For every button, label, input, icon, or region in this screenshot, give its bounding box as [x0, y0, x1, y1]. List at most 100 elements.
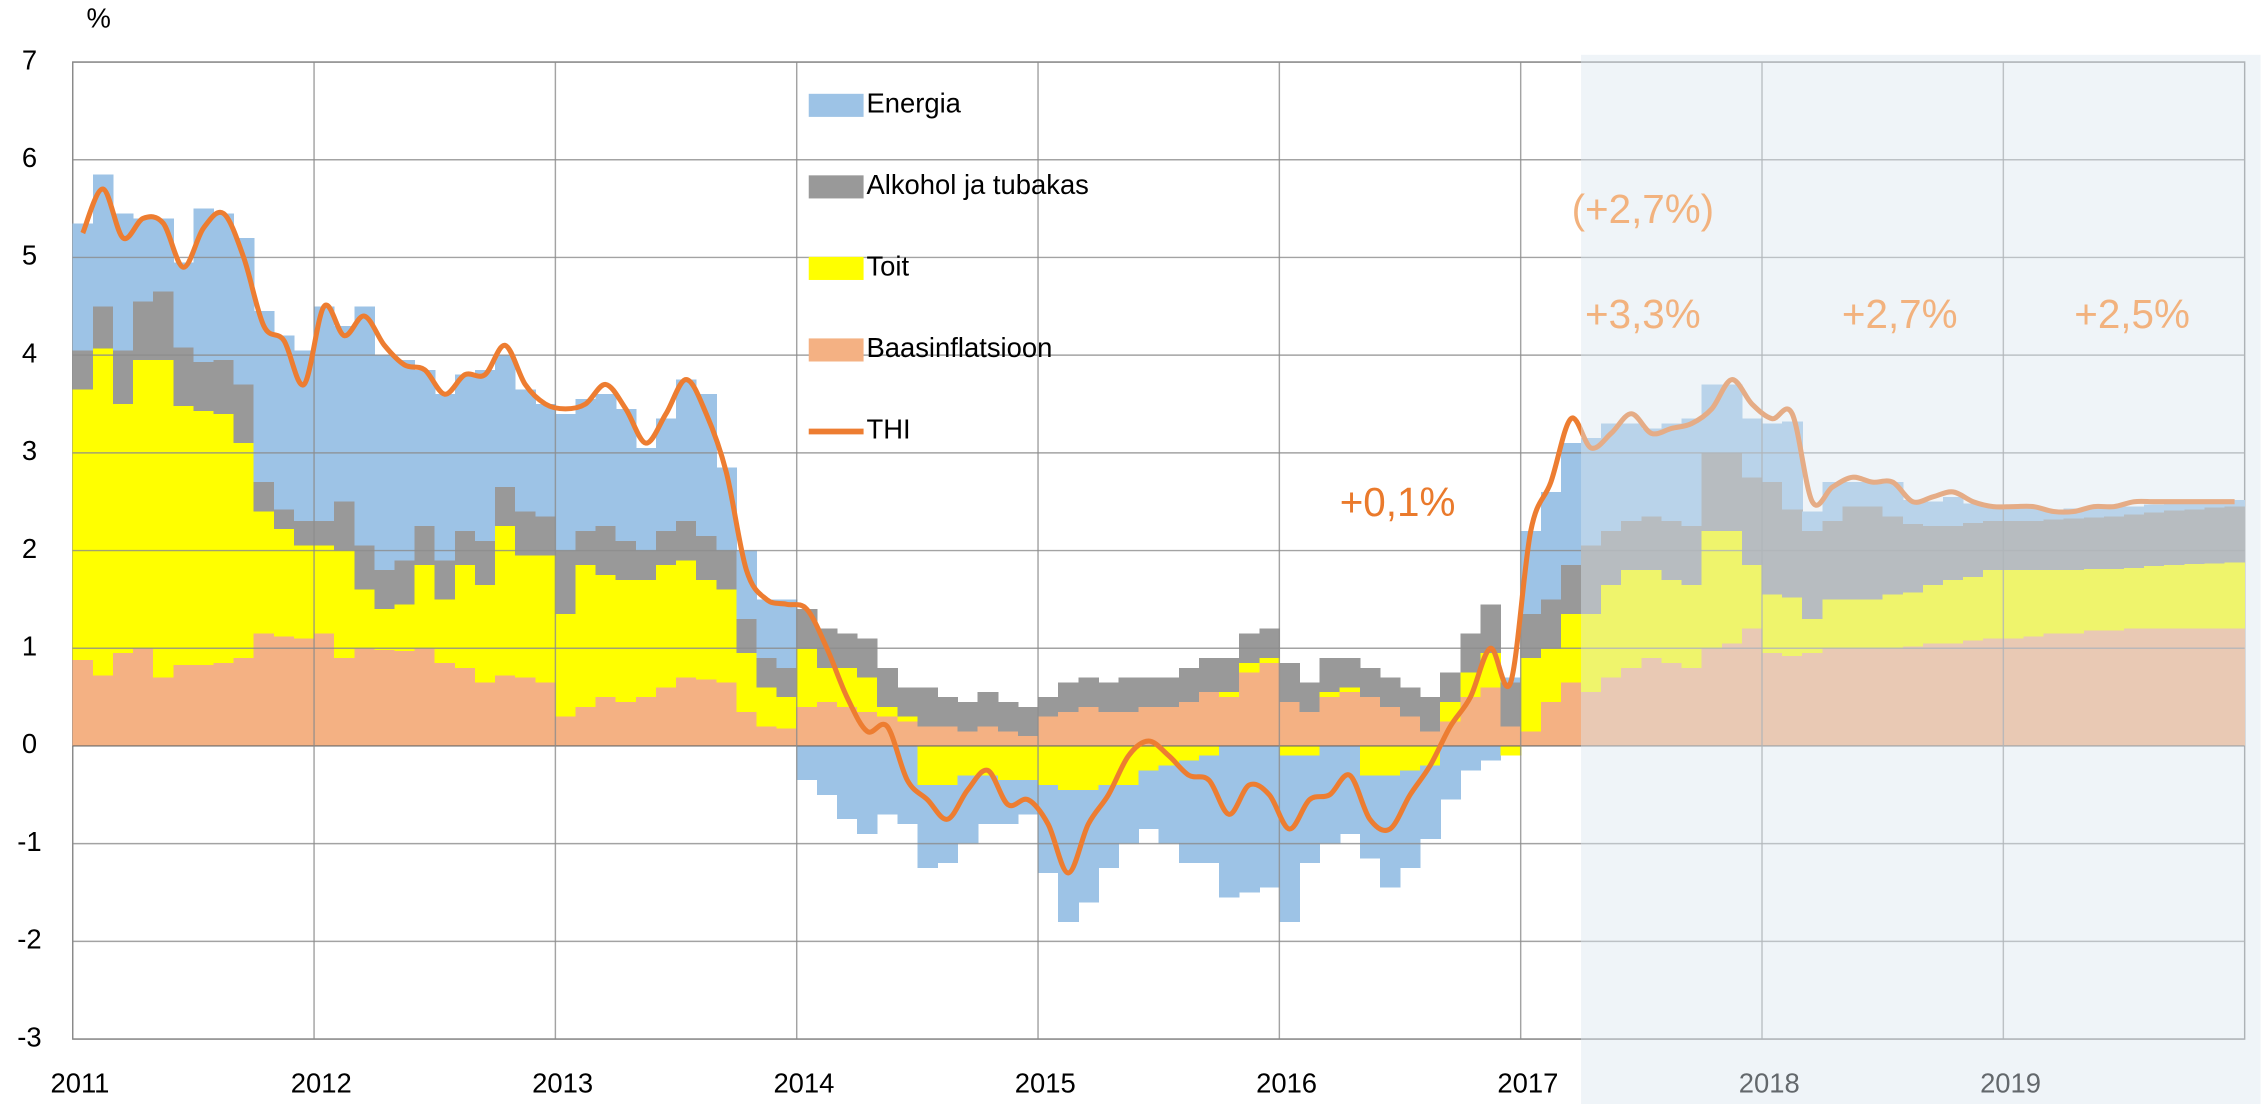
bar-segment [796, 706, 818, 746]
bar-segment [1902, 646, 1924, 746]
bar-segment [1681, 584, 1703, 668]
bar-segment [575, 565, 597, 707]
bar-segment [112, 653, 134, 746]
bar-segment [2164, 510, 2185, 566]
bar-segment [1560, 565, 1582, 615]
bar-segment [796, 648, 818, 707]
bar-segment [133, 360, 154, 649]
bar-segment [575, 706, 597, 746]
bar-segment [1762, 594, 1783, 654]
bar-segment [1842, 506, 1864, 600]
bar-segment [1098, 682, 1120, 712]
bar-segment [273, 335, 295, 510]
bar-segment [1017, 745, 1039, 781]
bar-segment [72, 659, 94, 746]
bar-segment [1058, 711, 1079, 746]
bar-segment [2144, 512, 2165, 567]
bar-segment [495, 487, 516, 527]
bar-segment [1802, 618, 1823, 654]
bar-segment [253, 482, 275, 512]
bar-segment [1540, 648, 1562, 702]
bar-segment [1842, 482, 1864, 507]
bar-segment [555, 716, 577, 746]
bar-segment [434, 560, 456, 600]
bar-segment [1922, 584, 1944, 644]
bar-segment [1480, 745, 1502, 761]
bar-segment [736, 711, 758, 746]
bar-segment [635, 697, 657, 746]
bar-segment [756, 599, 778, 659]
bar-segment [434, 662, 456, 746]
bar-segment [495, 526, 516, 676]
bar-segment [474, 682, 496, 746]
bar-segment [1339, 745, 1361, 834]
bar-segment [1118, 711, 1140, 746]
bar-segment [857, 638, 878, 678]
bar-segment [655, 531, 677, 566]
bar-segment [1641, 516, 1663, 571]
bar-segment [515, 555, 536, 678]
bar-segment [816, 701, 838, 746]
bar-segment [2043, 509, 2065, 520]
bar-segment [1782, 509, 1803, 598]
bar-segment [293, 521, 315, 546]
bar-segment [193, 410, 215, 665]
bar-segment [72, 389, 94, 660]
annotation: (+2,7%) [1572, 186, 1715, 232]
bar-segment [1279, 755, 1301, 922]
bar-segment [1802, 531, 1823, 619]
bar-segment [1822, 599, 1844, 649]
bar-segment [1259, 662, 1280, 746]
bar-segment [1158, 765, 1180, 844]
bar-segment [535, 404, 556, 517]
bar-segment [1138, 745, 1160, 771]
bar-segment [1198, 745, 1220, 756]
bar-segment [917, 745, 939, 786]
bar-segment [1882, 516, 1904, 595]
bar-segment [836, 633, 858, 668]
bar-segment [2164, 565, 2185, 629]
bar-segment [1379, 745, 1401, 776]
bar-segment [836, 667, 858, 707]
bar-segment [354, 648, 375, 746]
bar-segment [1661, 579, 1683, 663]
bar-segment [454, 667, 476, 746]
bar-segment [776, 697, 798, 729]
bar-segment [957, 701, 979, 732]
bar-segment [133, 301, 154, 361]
bar-segment [1400, 716, 1421, 746]
bar-segment [72, 223, 94, 351]
legend-label: THI [866, 414, 910, 445]
bar-segment [434, 599, 456, 663]
bar-segment [253, 311, 275, 483]
bar-segment [1500, 726, 1522, 746]
bar-segment [2103, 569, 2125, 631]
legend-swatch [808, 338, 864, 362]
bar-segment [676, 379, 697, 522]
forecast-shade [1581, 54, 2261, 1104]
bar-segment [1661, 423, 1683, 522]
bar-segment [937, 745, 959, 786]
bar-segment [635, 447, 657, 551]
bar-segment [1983, 506, 2004, 522]
bar-segment [1601, 423, 1622, 532]
bar-segment [92, 306, 114, 349]
bar-segment [736, 653, 758, 712]
bar-segment [1420, 765, 1441, 839]
bar-segment [92, 348, 114, 676]
bar-segment [535, 555, 556, 683]
bar-segment [1641, 428, 1663, 517]
bar-segment [1058, 789, 1079, 922]
bar-segment [92, 675, 114, 746]
bar-segment [314, 545, 335, 634]
bar-segment [1782, 597, 1803, 657]
x-tick-label: 2014 [773, 1067, 834, 1098]
bar-segment [2003, 638, 2025, 746]
bar-segment [997, 745, 1019, 781]
bar-segment [696, 579, 717, 680]
bar-segment [1943, 526, 1964, 580]
y-tick-label: -2 [17, 924, 41, 955]
bar-segment [696, 535, 717, 580]
bar-segment [112, 213, 134, 351]
bar-segment [2103, 506, 2125, 517]
